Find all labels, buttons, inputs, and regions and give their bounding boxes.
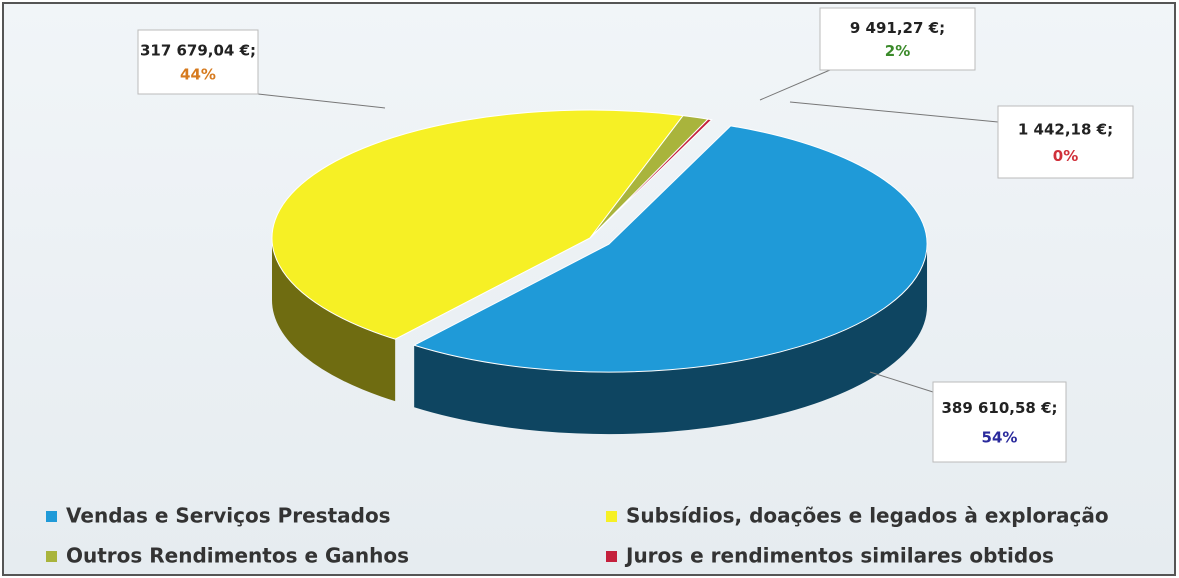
legend-label: Juros e rendimentos similares obtidos xyxy=(624,544,1054,568)
slice xyxy=(271,109,685,340)
slice xyxy=(589,118,713,239)
percent-label: 44% xyxy=(180,65,216,83)
slice xyxy=(412,125,928,373)
legend-swatch xyxy=(46,511,57,522)
leader-line xyxy=(789,101,999,123)
leader-line xyxy=(759,69,831,101)
legend-label: Outros Rendimentos e Ganhos xyxy=(66,544,409,568)
label-box xyxy=(819,7,976,71)
label-box xyxy=(997,105,1134,179)
percent-label: 2% xyxy=(885,42,910,60)
label-box xyxy=(932,381,1067,463)
value-label: 1 442,18 €; xyxy=(1018,120,1113,138)
slice-side xyxy=(414,244,928,435)
leader-line xyxy=(869,371,934,393)
legend-label: Subsídios, doações e legados à exploraçã… xyxy=(626,504,1109,528)
legend-swatch xyxy=(46,551,57,562)
slice-side xyxy=(272,238,396,402)
percent-label: 54% xyxy=(982,429,1018,447)
value-label: 317 679,04 €; xyxy=(140,42,256,60)
value-label: 389 610,58 €; xyxy=(941,399,1057,417)
leader-line xyxy=(257,93,386,109)
legend-swatch xyxy=(606,551,617,562)
percent-label: 0% xyxy=(1053,147,1078,165)
value-label: 9 491,27 €; xyxy=(850,19,945,37)
legend-swatch xyxy=(606,511,617,522)
legend-label: Vendas e Serviços Prestados xyxy=(66,504,391,528)
label-box xyxy=(137,29,259,95)
